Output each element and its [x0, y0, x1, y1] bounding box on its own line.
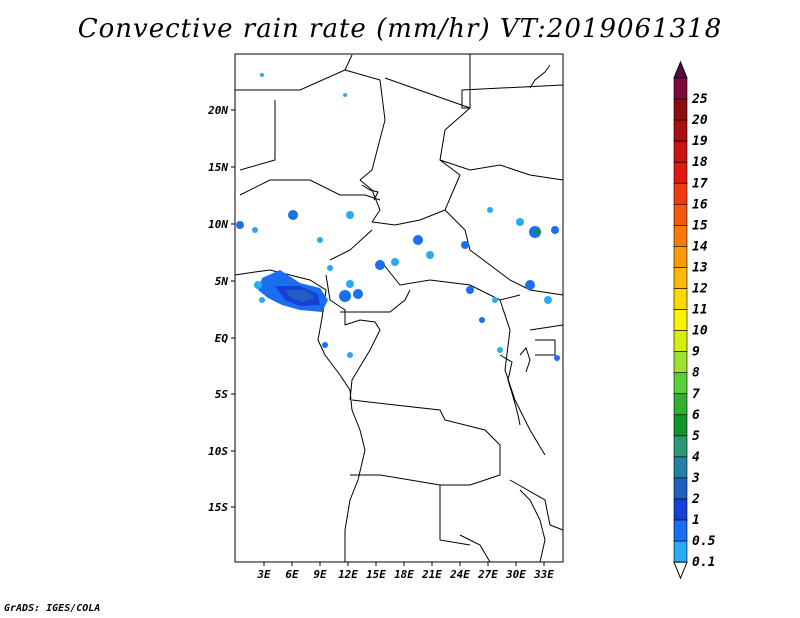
colorbar-label: 1: [692, 513, 700, 528]
precipitation-field: [236, 73, 560, 361]
colorbar-swatch: [673, 351, 688, 373]
colorbar-swatch: [673, 330, 688, 352]
colorbar-swatch: [673, 288, 688, 310]
colorbar-label: 6: [692, 408, 700, 423]
colorbar-swatch: [673, 267, 688, 289]
latitude-axis: [231, 109, 235, 508]
latitude-labels: 20N 15N 10N 5N EQ 5S 10S 15S: [207, 104, 228, 514]
lat-label: 15S: [208, 501, 228, 514]
colorbar-swatch: [673, 119, 688, 142]
colorbar-swatch: [673, 477, 688, 500]
lon-label: 21E: [421, 568, 442, 581]
colorbar-swatch: [673, 225, 688, 247]
lon-label: 15E: [366, 568, 386, 581]
colorbar-swatch: [673, 309, 688, 331]
colorbar-label: 10: [692, 324, 708, 339]
colorbar-swatch: [673, 98, 688, 121]
lon-label: 30E: [505, 568, 526, 581]
lon-label: 12E: [338, 568, 358, 581]
colorbar-top-arrow: [673, 60, 688, 79]
colorbar-swatch: [673, 246, 688, 268]
colorbar-label: 19: [692, 134, 708, 149]
lat-label: 10S: [208, 445, 228, 458]
colorbar-bottom-arrow: [673, 561, 688, 580]
coastline: [234, 64, 551, 562]
lon-label: 18E: [394, 568, 414, 581]
lon-label: 33E: [533, 568, 554, 581]
longitude-labels: 3E 6E 9E 12E 15E 18E 21E 24E 27E 30E 33E: [256, 568, 554, 581]
colorbar-label: 17: [692, 176, 708, 191]
colorbar-label: 25: [691, 92, 708, 107]
colorbar-swatch: [673, 456, 688, 479]
colorbar-swatch: [673, 372, 688, 395]
colorbar-label: 3: [691, 471, 700, 486]
country-borders: [235, 54, 564, 563]
grads-credit: GrADS: IGES/COLA: [4, 603, 101, 614]
colorbar-swatch: [673, 498, 688, 521]
lon-label: 6E: [285, 568, 299, 581]
colorbar-swatch: [673, 519, 688, 542]
colorbar-swatch: [673, 77, 688, 100]
colorbar-swatch: [673, 435, 688, 458]
colorbar-label: 20: [691, 113, 708, 128]
lat-label: 15N: [208, 161, 228, 174]
colorbar-label: 12: [692, 282, 708, 297]
lat-label: 5S: [215, 388, 229, 401]
colorbar-label: 5: [692, 429, 700, 444]
colorbar-swatch: [673, 204, 688, 226]
colorbar-label: 9: [692, 345, 700, 360]
colorbar-swatch: [673, 140, 688, 163]
colorbar-swatch: [673, 161, 688, 184]
lat-label: 10N: [208, 218, 228, 231]
lat-label: EQ: [215, 332, 229, 345]
colorbar-label: 2: [691, 492, 700, 507]
colorbar-swatch: [673, 393, 688, 416]
colorbar-swatch: [673, 540, 688, 563]
colorbar-label: 8: [692, 366, 700, 381]
lon-label: 3E: [256, 568, 271, 581]
colorbar-swatch: [673, 414, 688, 437]
lon-label: 9E: [313, 568, 327, 581]
colorbar: 25 20 19 18 17 16 15 14 13 12 11 10 9 8 7 6 5 4 3 2 1 0.5 0.1: [673, 60, 716, 580]
colorbar-label: 7: [692, 387, 700, 402]
lat-label: 5N: [215, 275, 229, 288]
lat-label: 20N: [207, 104, 228, 117]
colorbar-label: 14: [692, 239, 708, 254]
colorbar-label: 0.5: [692, 534, 716, 549]
colorbar-label: 11: [692, 303, 708, 318]
colorbar-label: 15: [692, 218, 708, 233]
colorbar-label: 13: [692, 260, 708, 275]
colorbar-label: 0.1: [692, 555, 715, 570]
colorbar-label: 4: [692, 450, 700, 465]
lon-label: 27E: [477, 568, 498, 581]
colorbar-label: 18: [692, 155, 708, 170]
colorbar-label: 16: [692, 197, 708, 212]
map-frame: [234, 53, 564, 563]
map-title: Convective rain rate (mm/hr) VT:20190613…: [77, 14, 723, 44]
longitude-axis: [263, 562, 545, 566]
colorbar-swatch: [673, 182, 688, 205]
lon-label: 24E: [449, 568, 470, 581]
